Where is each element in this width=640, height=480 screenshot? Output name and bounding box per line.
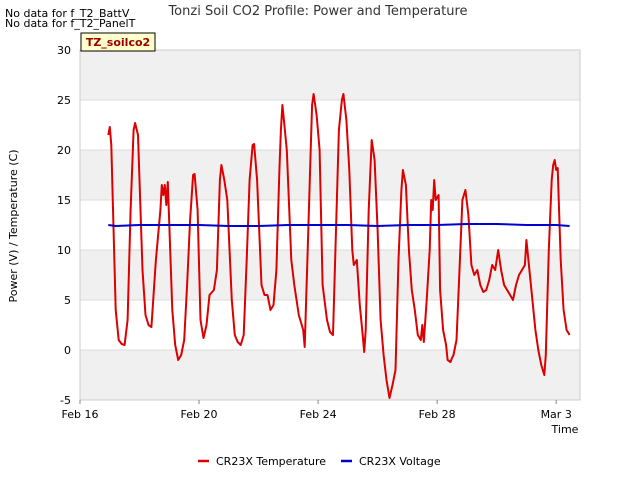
series-line-temperature: [107, 93, 571, 399]
y-tick-label: 15: [57, 194, 71, 207]
y-tick-label: 5: [64, 294, 71, 307]
plot-border: [79, 49, 581, 401]
series-line-voltage: [108, 223, 570, 227]
annotation-label: TZ_soilco2: [86, 36, 150, 49]
grid-band: [80, 150, 580, 200]
legend-label-voltage: CR23X Voltage: [359, 455, 441, 468]
x-tick-label: Mar 3: [541, 408, 572, 421]
x-tick-label: Feb 28: [419, 408, 456, 421]
y-tick-label: 0: [64, 344, 71, 357]
y-tick-label: 10: [57, 244, 71, 257]
x-axis-label: Time: [551, 423, 579, 436]
y-tick-label: -5: [60, 394, 71, 407]
y-tick-label: 20: [57, 144, 71, 157]
annotation-box: [80, 32, 156, 52]
y-tick-label: 25: [57, 94, 71, 107]
grid-band: [80, 50, 580, 100]
legend-label-temperature: CR23X Temperature: [216, 455, 326, 468]
x-tick-label: Feb 20: [181, 408, 218, 421]
x-tick-label: Feb 16: [62, 408, 99, 421]
chart-title: Tonzi Soil CO2 Profile: Power and Temper…: [167, 4, 467, 19]
x-tick-label: Feb 24: [300, 408, 337, 421]
y-tick-label: 30: [57, 44, 71, 57]
y-axis-label: Power (V) / Temperature (C): [7, 149, 20, 302]
grid-band: [80, 350, 580, 400]
no-data-notice-battv: No data for f_T2_BattV: [5, 7, 130, 20]
no-data-notice-panelt: No data for f_T2_PanelT: [5, 17, 136, 30]
